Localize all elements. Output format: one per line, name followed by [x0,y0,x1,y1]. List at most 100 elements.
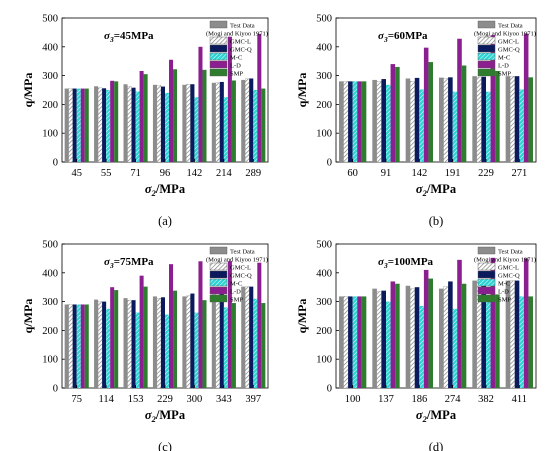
legend-label: L-D [498,289,509,296]
bar-l-d [357,296,362,388]
bar-gmc-l [156,85,162,163]
legend-label: SMP [230,71,243,78]
legend-swatch-l-d [209,286,228,295]
bar-smp [261,88,266,162]
legend-label: Test Data [230,249,255,256]
bar-gmc-l [186,84,191,163]
bar-gmc-l [410,288,415,389]
bar-test-data [372,79,377,162]
bar-gmc-q [414,287,420,388]
panel-label: (a) [158,214,172,228]
bar-l-d [390,64,396,162]
x-tick-label: 153 [128,394,144,405]
y-tick-label: 300 [42,71,58,82]
bar-smp [231,303,236,388]
x-tick-label: 55 [101,168,112,179]
x-tick-label: 300 [187,394,203,405]
bar-l-d [523,33,529,162]
legend-label: M-C [230,55,242,62]
bar-l-d [357,81,362,162]
x-tick-label: 137 [378,394,394,405]
bar-l-d [110,80,115,162]
bar-gmc-q [72,88,77,162]
bar-test-data [94,86,99,162]
bar-smp [461,65,467,162]
bar-gmc-l [410,81,415,163]
bar-smp [261,303,266,388]
bar-gmc-l [186,295,191,389]
y-axis-label: q/MPa [21,299,35,334]
legend-swatch-gmc-l [477,36,496,45]
bar-l-d [227,261,232,388]
plot-frame [335,243,537,389]
bar-test-data [211,82,216,162]
bar-gmc-q [414,77,420,162]
bar-test-data [505,76,511,162]
y-axis-label: q/MPa [295,299,309,334]
bar-gmc-q [249,286,254,388]
bar-gmc-l [97,301,103,389]
legend-label: M-C [230,281,242,288]
bar-gmc-l [443,286,449,389]
bar-test-data [241,286,246,388]
legend-label: L-D [230,289,241,296]
bar-test-data [405,78,411,162]
bar-test-data [182,84,187,162]
legend-label: L-D [230,63,241,70]
y-tick-label: 100 [42,355,58,366]
legend-label: GMC-L [498,265,519,272]
y-tick-label: 200 [316,100,332,111]
legend-swatch-gmc-l [209,36,228,45]
legend-swatch-m-c [477,278,496,287]
y-tick-label: 500 [316,14,332,25]
bar-smp [143,74,148,162]
legend: Test Data(Mogi and Kiyoo 1971)GMC-LGMC-Q… [206,20,268,78]
y-tick-label: 0 [53,158,58,169]
x-tick-label: 186 [411,394,427,405]
legend-label: Test Data [230,23,255,30]
bar-m-c [386,301,391,388]
bar-l-d [423,47,429,162]
bar-gmc-l [376,81,382,163]
bar-smp [428,278,433,388]
legend: Test Data(Mogi and Kiyoo 1971)GMC-LGMC-Q… [206,246,268,304]
legend: Test Data(Mogi and Kiyoo 1971)GMC-LGMC-Q… [474,246,536,304]
bar-gmc-q [219,290,224,388]
bar-m-c [352,81,358,162]
bar-m-c [135,312,140,388]
bar-smp [143,286,148,388]
y-tick-label: 200 [42,326,58,337]
bar-smp [395,66,400,162]
bar-l-d [257,33,262,163]
bar-gmc-q [481,280,486,388]
legend-label: M-C [498,55,510,62]
bar-gmc-q [381,290,386,388]
x-tick-label: 229 [478,168,494,179]
bar-smp [202,69,207,162]
bar-gmc-q [249,78,254,162]
x-tick-label: 60 [347,168,358,179]
bar-smp [202,300,207,388]
bar-test-data [94,299,99,388]
bar-gmc-l [127,86,132,163]
y-tick-label: 0 [327,384,332,395]
legend-label: GMC-Q [230,47,252,54]
y-axis-label: q/MPa [295,73,309,108]
bar-test-data [472,76,477,162]
bar-l-d [169,59,174,163]
bar-test-data [339,81,344,162]
bar-smp [84,304,89,388]
bar-test-data [64,304,69,388]
legend-label: SMP [498,71,511,78]
bar-gmc-l [68,304,73,389]
x-tick-label: 96 [160,168,171,179]
bar-m-c [223,307,228,388]
bar-l-d [80,88,85,162]
bar-gmc-q [348,296,353,388]
x-axis-label: σ2/MPa [416,182,457,198]
legend-swatch-test-data [209,20,228,29]
bar-smp [231,80,236,162]
legend-label: L-D [498,63,509,70]
legend-swatch-l-d [209,60,228,69]
